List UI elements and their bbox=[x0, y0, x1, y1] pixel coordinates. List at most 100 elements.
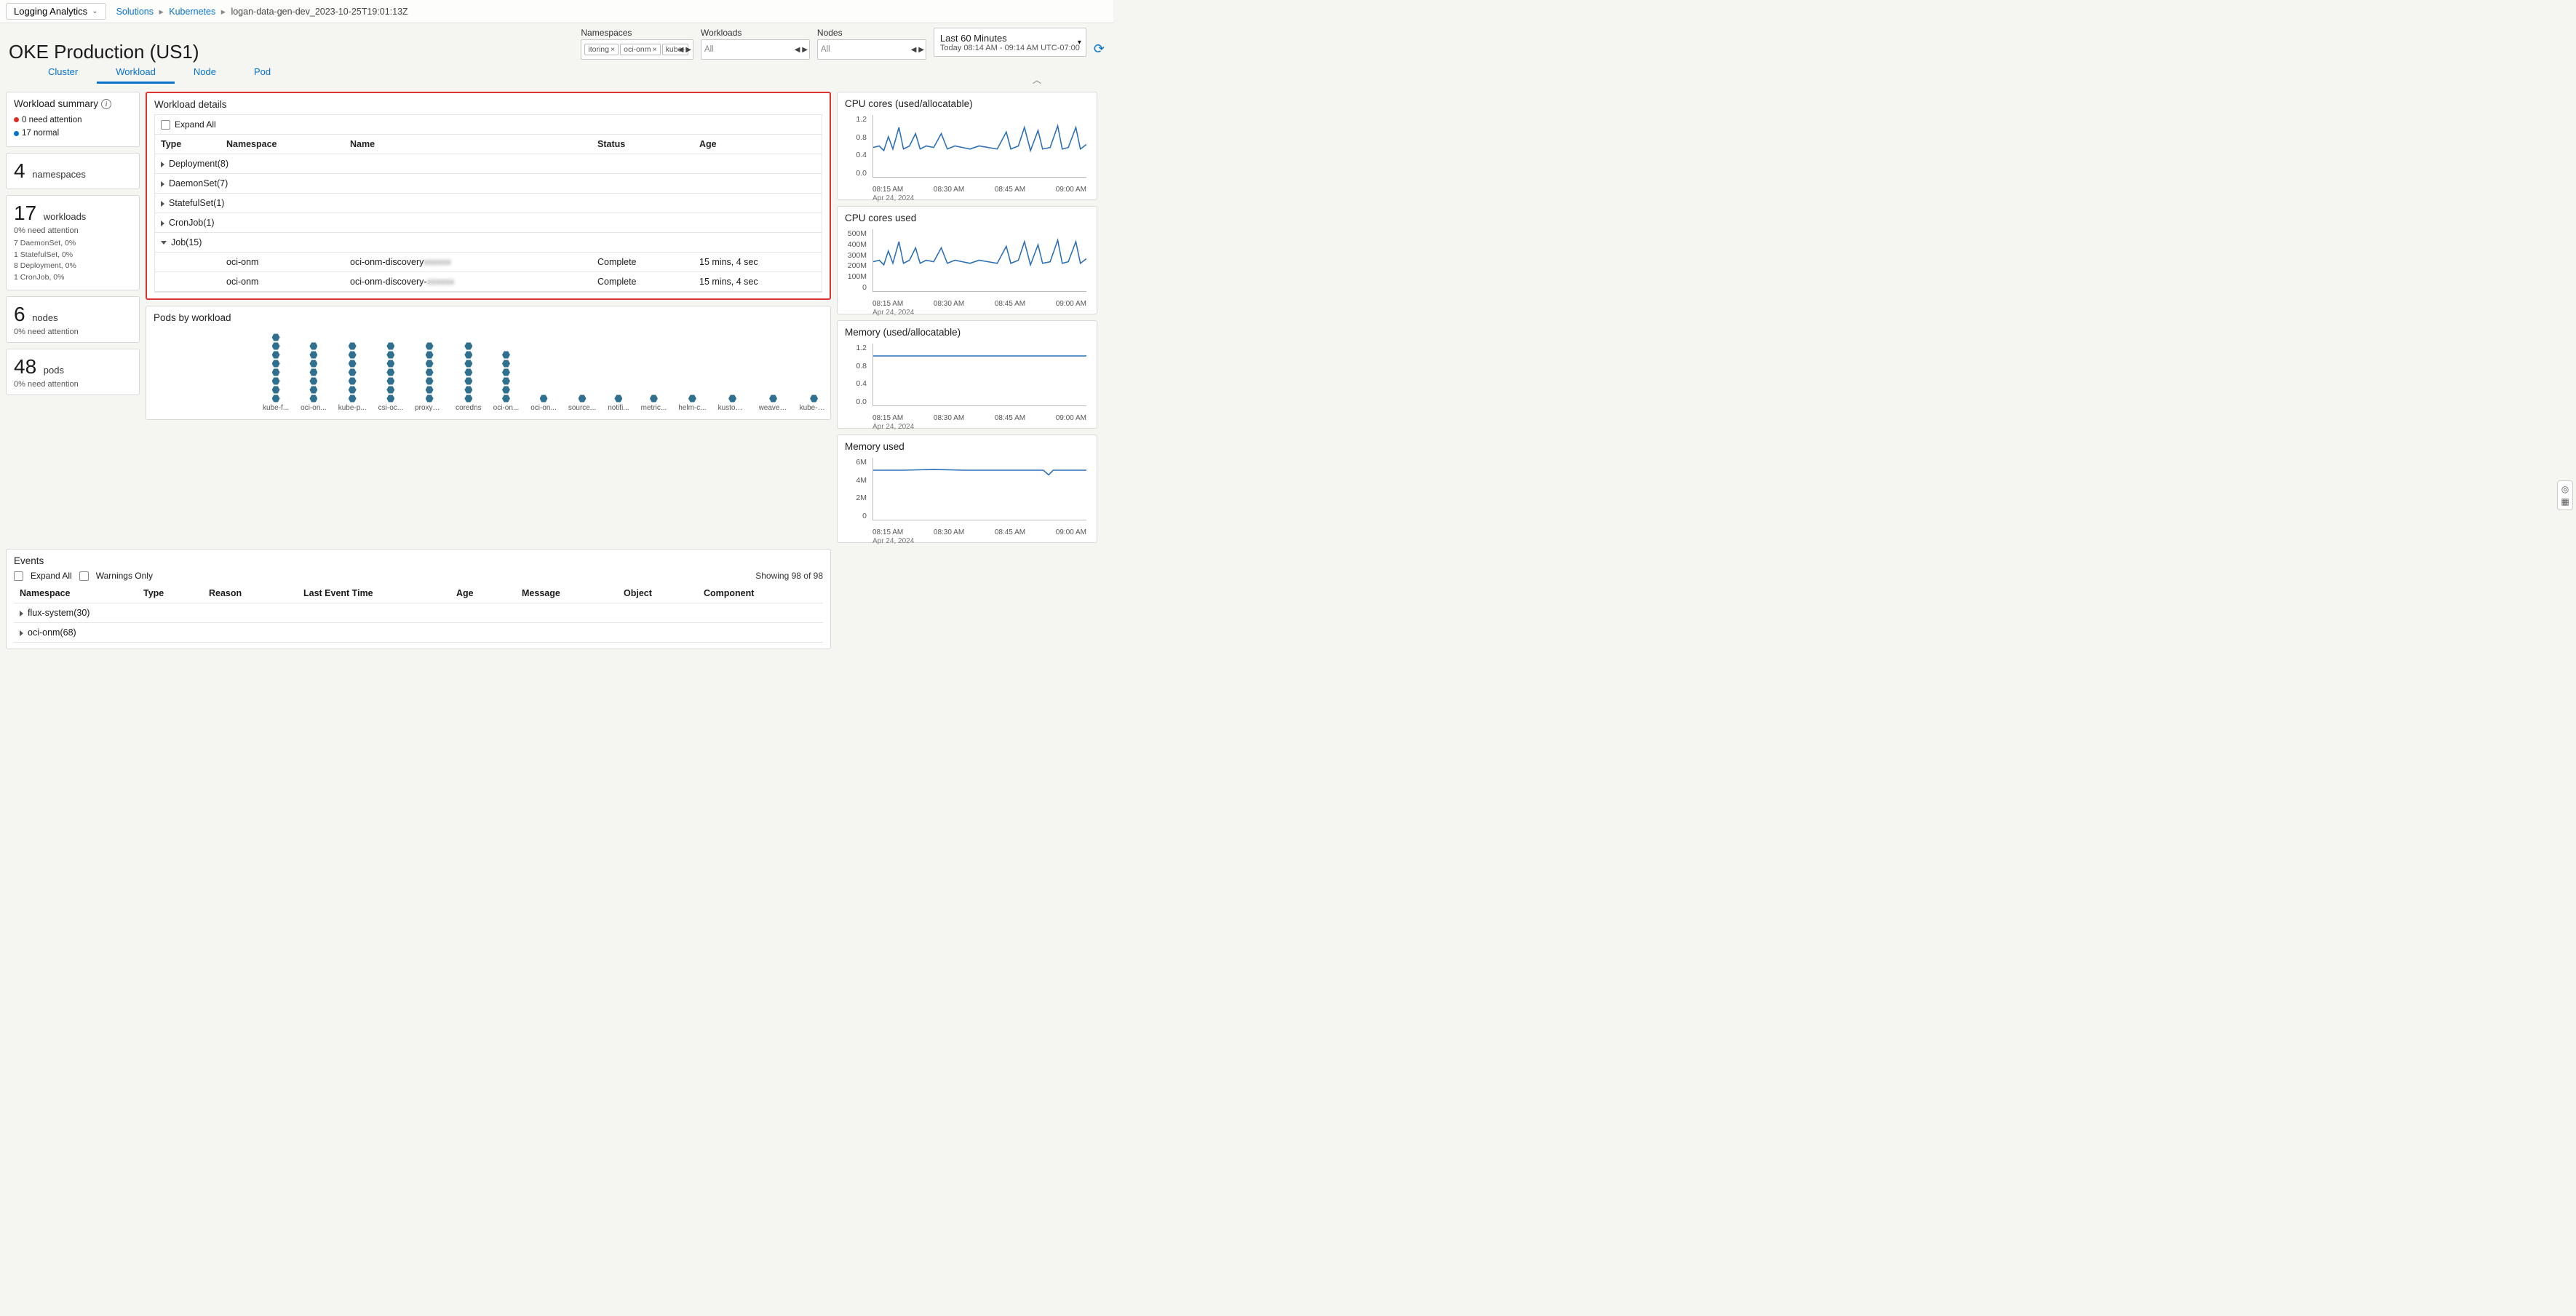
pod-hex-icon[interactable] bbox=[349, 395, 357, 403]
workload-group-row[interactable]: StatefulSet(1) bbox=[155, 194, 822, 213]
help-widget[interactable]: ◎ ▦ bbox=[2557, 480, 2573, 510]
pod-hex-icon[interactable] bbox=[272, 333, 280, 341]
events-warnings-only-checkbox[interactable] bbox=[79, 571, 89, 581]
expand-all-checkbox[interactable] bbox=[161, 120, 170, 130]
workload-row[interactable]: oci-onm oci-onm-discovery-xxxxxx Complet… bbox=[155, 272, 822, 292]
col-last[interactable]: Last Event Time bbox=[298, 584, 450, 603]
pod-hex-icon[interactable] bbox=[540, 395, 548, 403]
pod-hex-icon[interactable] bbox=[502, 360, 510, 368]
pod-hex-icon[interactable] bbox=[386, 368, 394, 376]
nodes-input[interactable]: All ◀ ▶ bbox=[817, 39, 926, 60]
pod-hex-icon[interactable] bbox=[349, 377, 357, 385]
pod-hex-icon[interactable] bbox=[386, 351, 394, 359]
pod-hex-icon[interactable] bbox=[272, 360, 280, 368]
pod-hex-icon[interactable] bbox=[502, 351, 510, 359]
pod-hex-icon[interactable] bbox=[650, 395, 658, 403]
pod-hex-icon[interactable] bbox=[309, 368, 317, 376]
pod-hex-icon[interactable] bbox=[464, 342, 472, 350]
namespace-chip[interactable]: oci-onm× bbox=[620, 44, 661, 55]
col-message[interactable]: Message bbox=[516, 584, 618, 603]
chip-pager[interactable]: ◀ ▶ bbox=[678, 46, 691, 54]
pod-hex-icon[interactable] bbox=[272, 395, 280, 403]
workload-group-row[interactable]: CronJob(1) bbox=[155, 213, 822, 233]
pod-hex-icon[interactable] bbox=[426, 342, 434, 350]
col-object[interactable]: Object bbox=[618, 584, 698, 603]
tab-cluster[interactable]: Cluster bbox=[29, 62, 97, 84]
namespaces-input[interactable]: itoring× oci-onm× kube- ◀ ▶ bbox=[581, 39, 693, 60]
pod-hex-icon[interactable] bbox=[769, 395, 777, 403]
pod-hex-icon[interactable] bbox=[349, 360, 357, 368]
pod-hex-icon[interactable] bbox=[309, 360, 317, 368]
pod-hex-icon[interactable] bbox=[464, 395, 472, 403]
pod-hex-icon[interactable] bbox=[426, 377, 434, 385]
pod-hex-icon[interactable] bbox=[272, 342, 280, 350]
pod-hex-icon[interactable] bbox=[810, 395, 818, 403]
col-component[interactable]: Component bbox=[698, 584, 823, 603]
close-icon[interactable]: × bbox=[611, 45, 615, 54]
pod-hex-icon[interactable] bbox=[272, 351, 280, 359]
pod-hex-icon[interactable] bbox=[349, 386, 357, 394]
col-status[interactable]: Status bbox=[592, 135, 693, 154]
pod-hex-icon[interactable] bbox=[386, 342, 394, 350]
pod-hex-icon[interactable] bbox=[579, 395, 587, 403]
col-age[interactable]: Age bbox=[450, 584, 516, 603]
pod-hex-icon[interactable] bbox=[502, 377, 510, 385]
pod-hex-icon[interactable] bbox=[272, 386, 280, 394]
events-expand-all-checkbox[interactable] bbox=[14, 571, 23, 581]
pod-hex-icon[interactable] bbox=[464, 377, 472, 385]
pod-hex-icon[interactable] bbox=[728, 395, 736, 403]
pod-hex-icon[interactable] bbox=[464, 386, 472, 394]
grid-icon[interactable]: ▦ bbox=[2561, 496, 2569, 507]
breadcrumb-kubernetes[interactable]: Kubernetes bbox=[169, 7, 215, 17]
close-icon[interactable]: × bbox=[653, 45, 657, 54]
pod-hex-icon[interactable] bbox=[426, 386, 434, 394]
info-icon[interactable]: i bbox=[101, 99, 111, 109]
pod-hex-icon[interactable] bbox=[386, 360, 394, 368]
pod-hex-icon[interactable] bbox=[309, 342, 317, 350]
pod-hex-icon[interactable] bbox=[386, 386, 394, 394]
pod-hex-icon[interactable] bbox=[426, 395, 434, 403]
pod-hex-icon[interactable] bbox=[688, 395, 696, 403]
col-namespace[interactable]: Namespace bbox=[14, 584, 138, 603]
pod-hex-icon[interactable] bbox=[309, 377, 317, 385]
chip-pager[interactable]: ◀ ▶ bbox=[911, 46, 924, 54]
pod-hex-icon[interactable] bbox=[349, 342, 357, 350]
collapse-header-icon[interactable]: ︿ bbox=[961, 74, 1113, 86]
refresh-icon[interactable]: ⟳ bbox=[1094, 41, 1105, 57]
tab-pod[interactable]: Pod bbox=[235, 62, 290, 84]
chip-pager[interactable]: ◀ ▶ bbox=[795, 46, 808, 54]
col-age[interactable]: Age bbox=[693, 135, 822, 154]
pod-hex-icon[interactable] bbox=[502, 386, 510, 394]
pod-hex-icon[interactable] bbox=[349, 368, 357, 376]
life-ring-icon[interactable]: ◎ bbox=[2561, 484, 2569, 494]
breadcrumb-solutions[interactable]: Solutions bbox=[116, 7, 154, 17]
col-type[interactable]: Type bbox=[138, 584, 203, 603]
pod-hex-icon[interactable] bbox=[464, 360, 472, 368]
time-range-picker[interactable]: Last 60 Minutes Today 08:14 AM - 09:14 A… bbox=[934, 28, 1086, 57]
pod-hex-icon[interactable] bbox=[502, 368, 510, 376]
col-name[interactable]: Name bbox=[344, 135, 592, 154]
pod-hex-icon[interactable] bbox=[614, 395, 622, 403]
pod-hex-icon[interactable] bbox=[309, 351, 317, 359]
namespace-chip[interactable]: itoring× bbox=[584, 44, 619, 55]
workload-row[interactable]: oci-onm oci-onm-discoveryxxxxxx Complete… bbox=[155, 253, 822, 272]
col-namespace[interactable]: Namespace bbox=[220, 135, 344, 154]
pod-hex-icon[interactable] bbox=[309, 386, 317, 394]
pod-hex-icon[interactable] bbox=[426, 351, 434, 359]
pod-hex-icon[interactable] bbox=[426, 368, 434, 376]
workload-group-row[interactable]: DaemonSet(7) bbox=[155, 174, 822, 194]
col-reason[interactable]: Reason bbox=[203, 584, 298, 603]
pod-hex-icon[interactable] bbox=[386, 377, 394, 385]
workloads-input[interactable]: All ◀ ▶ bbox=[701, 39, 810, 60]
pod-hex-icon[interactable] bbox=[349, 351, 357, 359]
pod-hex-icon[interactable] bbox=[464, 351, 472, 359]
pod-hex-icon[interactable] bbox=[386, 395, 394, 403]
tab-node[interactable]: Node bbox=[175, 62, 235, 84]
event-group-row[interactable]: oci-onm(68) bbox=[14, 623, 823, 643]
col-type[interactable]: Type bbox=[155, 135, 220, 154]
workload-group-row[interactable]: Job(15) bbox=[155, 233, 822, 253]
pod-hex-icon[interactable] bbox=[426, 360, 434, 368]
pod-hex-icon[interactable] bbox=[464, 368, 472, 376]
pod-hex-icon[interactable] bbox=[272, 368, 280, 376]
workload-group-row[interactable]: Deployment(8) bbox=[155, 154, 822, 174]
